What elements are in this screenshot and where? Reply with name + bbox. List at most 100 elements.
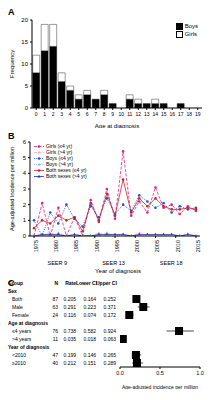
html-text:Year of diagnosis: Year of diagnosis: [95, 268, 141, 274]
svg-text:0: 0: [23, 233, 27, 239]
html-text:0.199: 0.199: [63, 352, 76, 358]
svg-text:0.5: 0.5: [156, 370, 164, 376]
html-text:0.172: 0.172: [103, 312, 116, 318]
html-text:Sex: Sex: [8, 288, 17, 294]
html-text:Girls (>4 yr): Girls (>4 yr): [46, 149, 73, 155]
html-text:Boys: Boys: [184, 23, 198, 29]
html-text:0.063: 0.063: [103, 336, 116, 342]
svg-text:0.0: 0.0: [116, 370, 124, 376]
html-text:Frequency: Frequency: [8, 49, 15, 79]
html-text:Group: Group: [8, 280, 23, 286]
html-text:0.371: 0.371: [103, 304, 116, 310]
svg-text:19: 19: [195, 111, 201, 117]
html-text:11: 11: [52, 336, 58, 342]
svg-text:0: 0: [25, 105, 29, 111]
html-text:Age-adjusted Incidence per mil: Age-adjusted Incidence per million: [8, 147, 15, 231]
html-text:87: 87: [52, 296, 58, 302]
svg-text:20: 20: [21, 17, 28, 23]
svg-text:1985: 1985: [73, 240, 79, 252]
html-text:Boys (≤4 yr): Boys (≤4 yr): [46, 155, 73, 161]
html-text:A: A: [8, 7, 15, 17]
html-text:40: 40: [52, 360, 58, 366]
svg-text:2: 2: [52, 111, 55, 117]
html-text:Both sexes (≤4 yr): Both sexes (≤4 yr): [46, 167, 87, 173]
html-text:0.205: 0.205: [63, 296, 76, 302]
svg-text:2000: 2000: [134, 240, 140, 252]
html-text:0.582: 0.582: [83, 328, 96, 334]
html-text:SEER 18: SEER 18: [159, 260, 183, 266]
html-text:0.074: 0.074: [83, 312, 96, 318]
html-text:Boys (>4 yr): Boys (>4 yr): [46, 161, 74, 167]
svg-text:8: 8: [103, 111, 106, 117]
svg-text:17: 17: [178, 111, 184, 117]
html-text:0.146: 0.146: [83, 352, 96, 358]
svg-text:0: 0: [35, 111, 38, 117]
html-text:Both: Both: [12, 296, 23, 302]
svg-text:2015: 2015: [195, 240, 201, 252]
svg-text:10: 10: [21, 61, 28, 67]
svg-text:1: 1: [23, 217, 27, 223]
svg-text:4: 4: [69, 111, 72, 117]
html-text:76: 76: [52, 328, 58, 334]
svg-text:4: 4: [23, 170, 27, 176]
svg-text:7: 7: [94, 111, 97, 117]
html-text:0.924: 0.924: [103, 328, 116, 334]
svg-text:1990: 1990: [94, 240, 100, 252]
svg-text:3: 3: [23, 186, 27, 192]
svg-text:6: 6: [23, 139, 27, 145]
svg-text:2010: 2010: [175, 240, 181, 252]
html-text:Girls: Girls: [184, 31, 197, 37]
html-text:0.291: 0.291: [63, 304, 76, 310]
svg-text:2: 2: [23, 202, 27, 208]
svg-text:12: 12: [135, 111, 141, 117]
svg-text:5: 5: [25, 83, 29, 89]
html-text:C: C: [8, 278, 15, 288]
svg-text:1.0: 1.0: [196, 370, 204, 376]
svg-text:6: 6: [86, 111, 89, 117]
html-text:Female: Female: [12, 312, 29, 318]
svg-text:13: 13: [144, 111, 150, 117]
svg-text:1975: 1975: [33, 240, 39, 252]
svg-text:15: 15: [161, 111, 167, 117]
svg-text:1995: 1995: [114, 240, 120, 252]
html-text:>4 years: >4 years: [12, 336, 32, 342]
svg-text:2005: 2005: [154, 240, 160, 252]
html-text:0.738: 0.738: [63, 328, 76, 334]
html-text:0.164: 0.164: [83, 296, 96, 302]
html-text:Male: Male: [12, 304, 23, 310]
html-text:<2010: <2010: [12, 352, 26, 358]
html-text:B: B: [8, 131, 15, 141]
svg-text:11: 11: [127, 111, 132, 117]
html-text:24: 24: [52, 312, 58, 318]
svg-text:Age-adjusted incidence per mil: Age-adjusted incidence per million: [122, 384, 198, 389]
html-text:0.265: 0.265: [103, 352, 116, 358]
html-text:Year of diagnosis: Year of diagnosis: [8, 344, 50, 350]
svg-text:5: 5: [77, 111, 80, 117]
html-text:0.116: 0.116: [63, 312, 76, 318]
html-text:Both sexes (>4 yr): Both sexes (>4 yr): [46, 173, 87, 179]
svg-text:1: 1: [43, 111, 46, 117]
html-text:0.252: 0.252: [103, 296, 116, 302]
html-text:SEER 9: SEER 9: [47, 260, 68, 266]
svg-text:18: 18: [186, 111, 192, 117]
svg-text:1980: 1980: [53, 240, 59, 252]
html-text:Age at diagnosis: Age at diagnosis: [8, 320, 48, 326]
html-text:SEER 13: SEER 13: [102, 260, 125, 266]
svg-text:Age at diagnosis: Age at diagnosis: [95, 123, 139, 128]
svg-text:9: 9: [111, 111, 114, 117]
html-text:0.223: 0.223: [83, 304, 96, 310]
svg-text:15: 15: [21, 39, 28, 45]
svg-text:10: 10: [118, 111, 124, 117]
html-text:63: 63: [52, 304, 58, 310]
html-text:0.035: 0.035: [63, 336, 76, 342]
svg-text:14: 14: [152, 111, 158, 117]
svg-text:5: 5: [23, 155, 27, 161]
html-text:Girls (≤4 yr): Girls (≤4 yr): [46, 143, 73, 149]
html-text:Rate Lower CI Upper CI: Rate Lower CI Upper CI: [65, 280, 117, 286]
html-text:47: 47: [52, 352, 58, 358]
html-text:≥2010: ≥2010: [12, 360, 26, 366]
html-text:≤4 years: ≤4 years: [12, 328, 32, 334]
html-text:0.018: 0.018: [83, 336, 96, 342]
svg-text:16: 16: [169, 111, 175, 117]
svg-text:3: 3: [60, 111, 63, 117]
